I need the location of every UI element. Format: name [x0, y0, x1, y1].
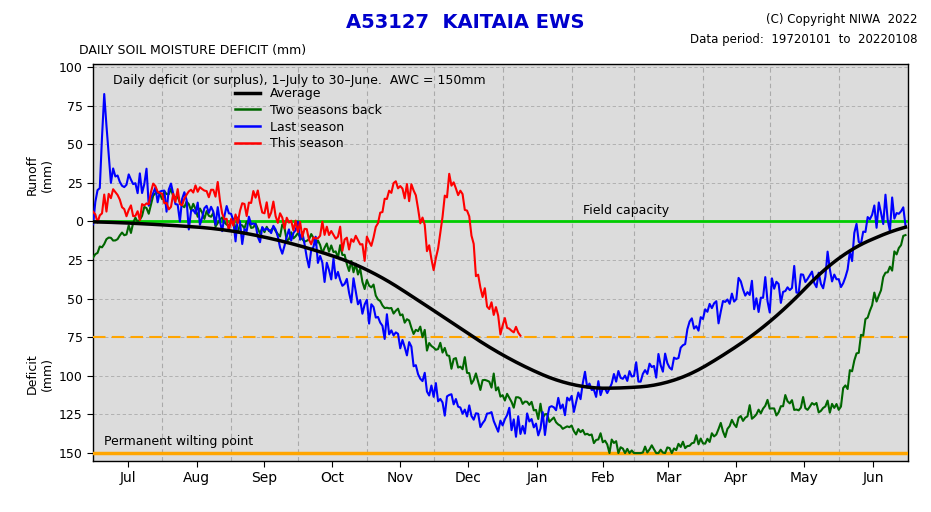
Legend: Average, Two seasons back, Last season, This season: Average, Two seasons back, Last season, … [230, 82, 386, 156]
Text: (C) Copyright NIWA  2022: (C) Copyright NIWA 2022 [765, 13, 917, 26]
Text: Field capacity: Field capacity [583, 204, 668, 217]
Text: Runoff
(mm): Runoff (mm) [26, 155, 54, 196]
Text: Deficit
(mm): Deficit (mm) [26, 353, 54, 394]
Text: Daily deficit (or surplus), 1–July to 30–June.  AWC = 150mm: Daily deficit (or surplus), 1–July to 30… [114, 74, 486, 87]
Text: DAILY SOIL MOISTURE DEFICIT (mm): DAILY SOIL MOISTURE DEFICIT (mm) [79, 44, 306, 56]
Text: Data period:  19720101  to  20220108: Data period: 19720101 to 20220108 [690, 33, 917, 46]
Text: A53127  KAITAIA EWS: A53127 KAITAIA EWS [346, 13, 585, 32]
Text: Permanent wilting point: Permanent wilting point [104, 435, 253, 449]
